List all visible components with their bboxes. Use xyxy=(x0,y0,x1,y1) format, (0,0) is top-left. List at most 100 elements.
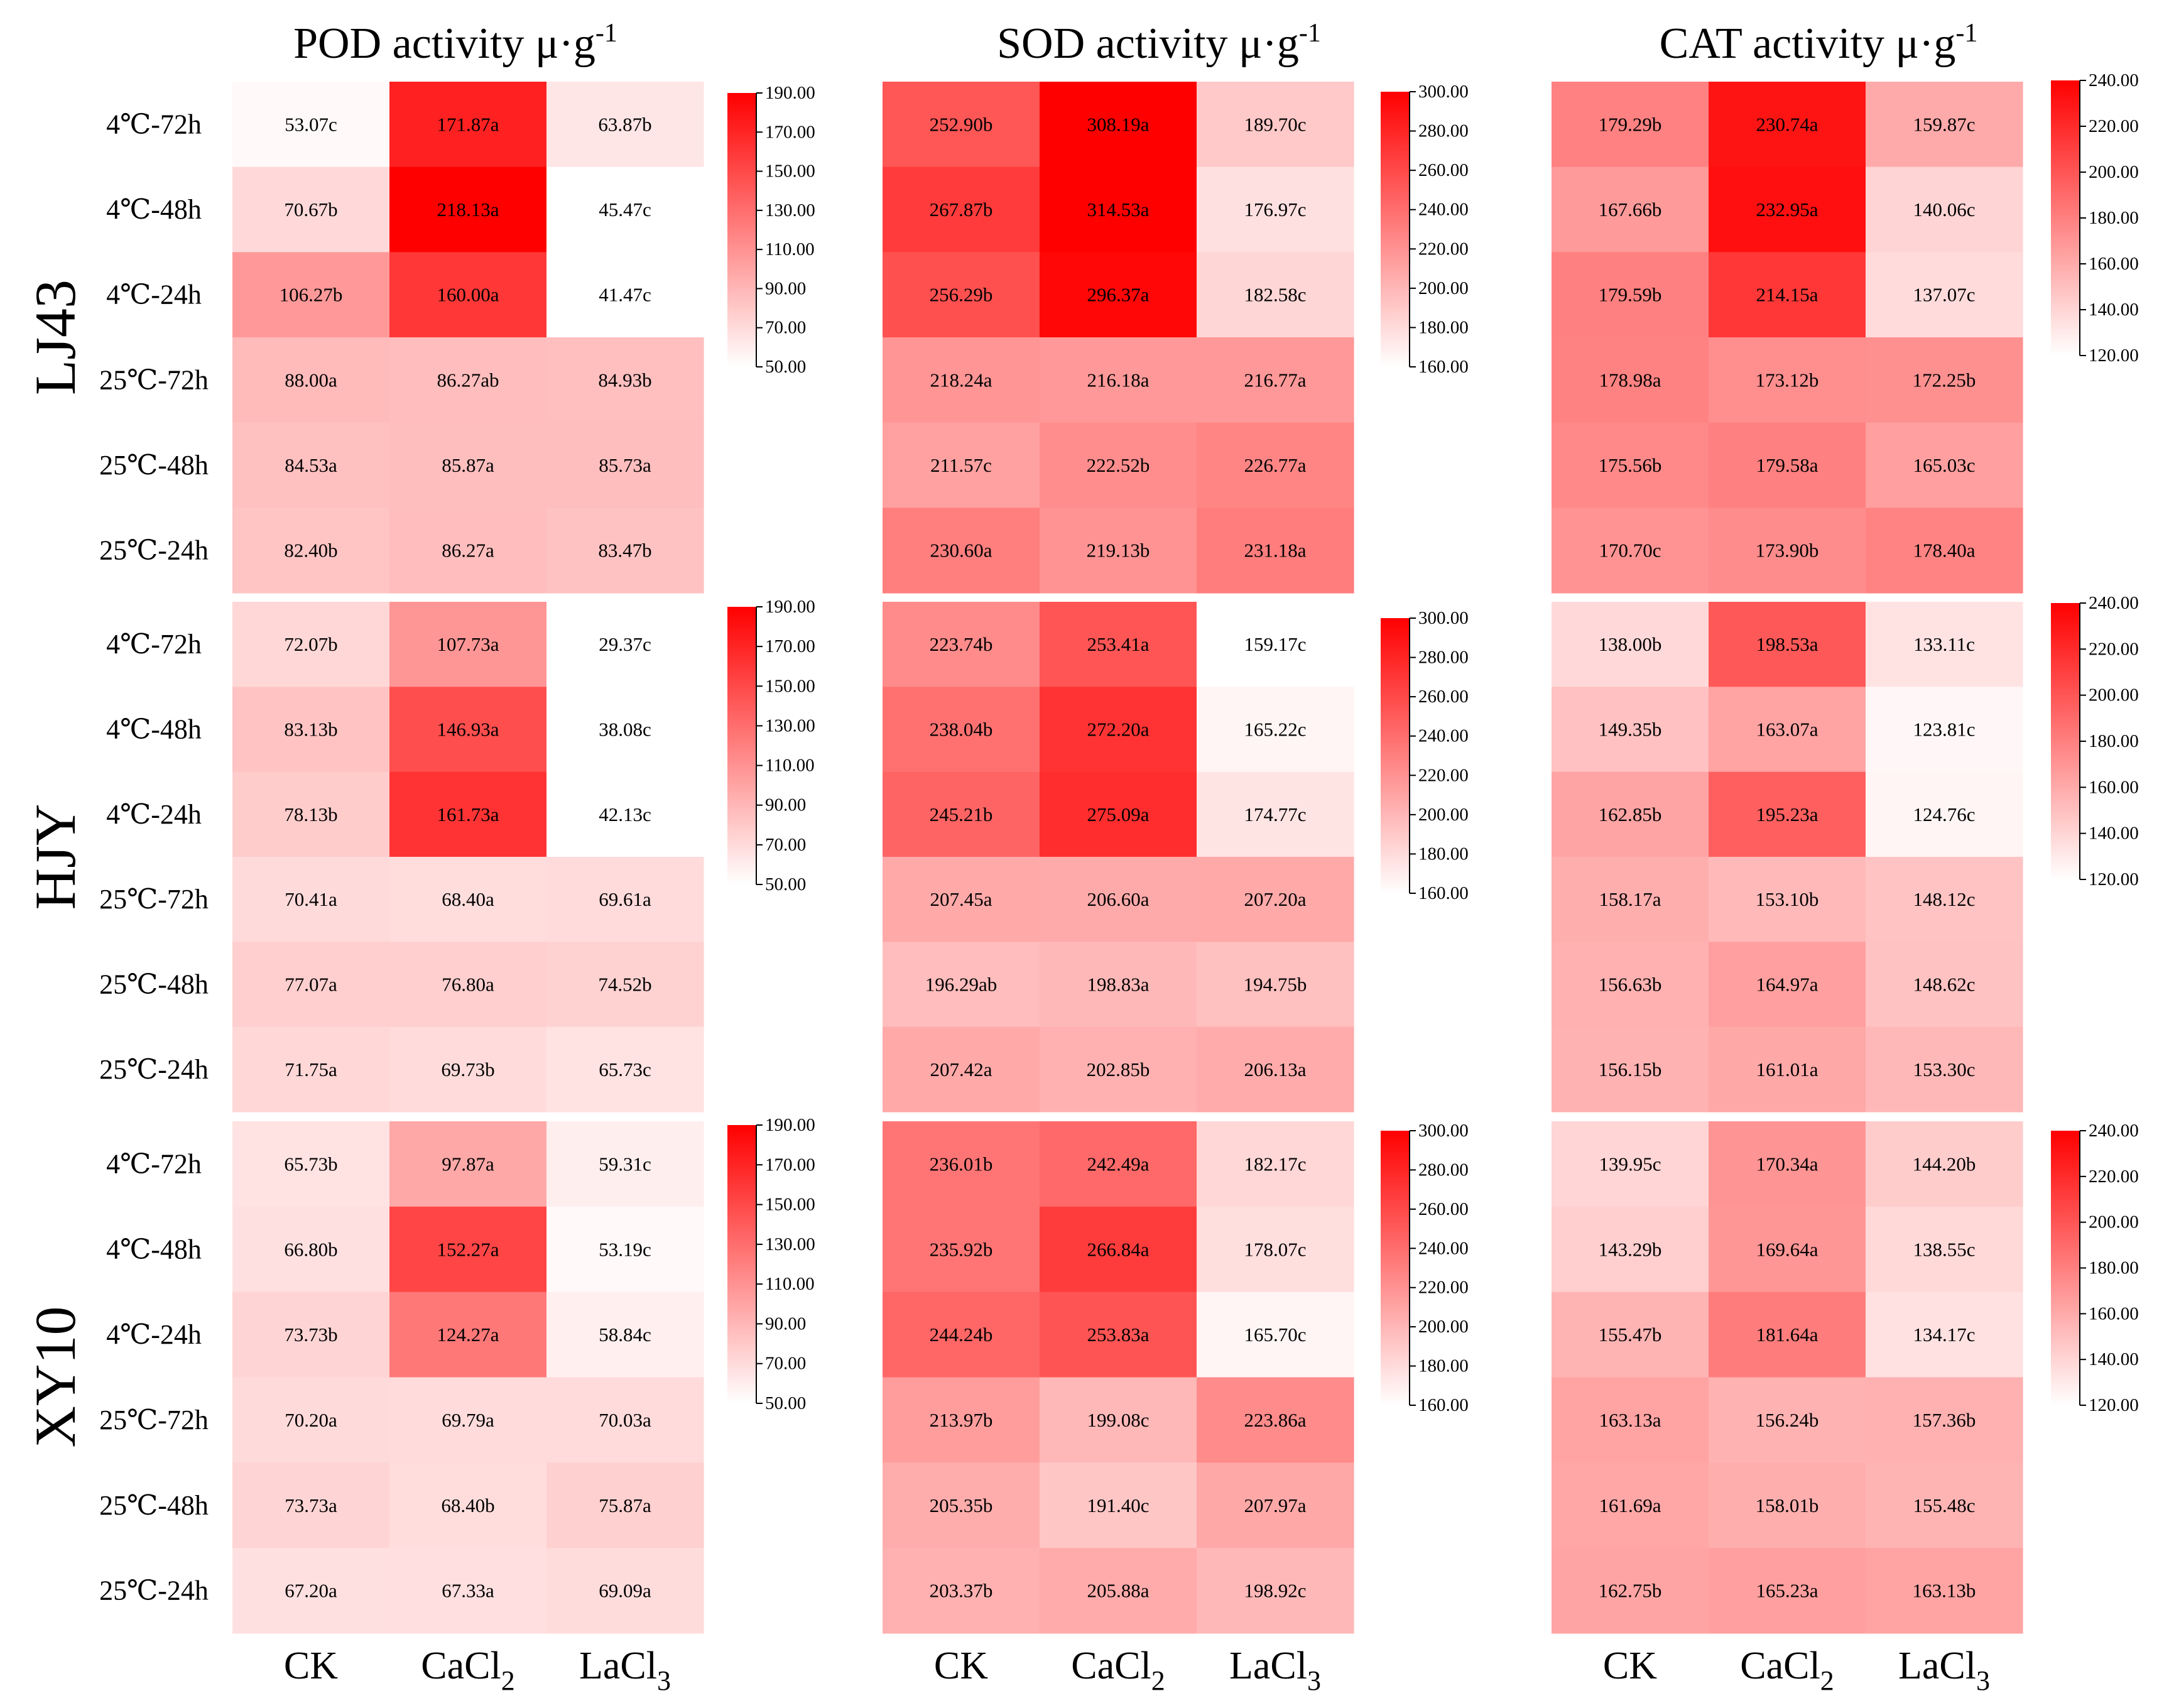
cell-value-sod-lj43-r2-c1: 296.37a xyxy=(1087,284,1149,306)
cell-value-cat-lj43-r0-c0: 179.29b xyxy=(1599,113,1662,135)
cell-value-pod-lj43-r4-c0: 84.53a xyxy=(285,454,337,476)
colorbar-tick-label-pod-lj43-4: 110.00 xyxy=(765,239,815,259)
colorbar-tick-label-pod-hjy-2: 150.00 xyxy=(765,676,815,696)
cell-value-pod-xy10-r2-c0: 73.73b xyxy=(284,1324,337,1346)
cell-value-pod-lj43-r2-c2: 41.47c xyxy=(599,284,651,306)
colorbar-tick-label-cat-lj43-4: 160.00 xyxy=(2089,254,2139,274)
heatmap-cell-sod-hjy-r0-c1 xyxy=(1040,602,1197,687)
cell-value-sod-lj43-r5-c2: 231.18a xyxy=(1244,540,1306,562)
heatmap-cell-cat-lj43-r3-c1 xyxy=(1709,337,1866,423)
cell-value-pod-hjy-r1-c0: 83.13b xyxy=(284,719,337,741)
group-label-xy10: XY10 xyxy=(23,1307,87,1448)
heatmap-cell-pod-hjy-r5-c1 xyxy=(389,1026,547,1112)
heatmap-cell-cat-xy10-r5-c2 xyxy=(1866,1548,2023,1634)
colorbar-tick-label-sod-xy10-6: 180.00 xyxy=(1418,1356,1469,1376)
cell-value-cat-xy10-r1-c2: 138.55c xyxy=(1913,1238,1975,1260)
cell-value-cat-xy10-r3-c1: 156.24b xyxy=(1756,1409,1819,1431)
group-label-lj43: LJ43 xyxy=(23,280,87,395)
cell-value-pod-xy10-r1-c1: 152.27a xyxy=(437,1238,499,1260)
heatmap-cell-cat-hjy-r2-c1 xyxy=(1709,771,1866,857)
cell-value-cat-lj43-r2-c2: 137.07c xyxy=(1913,284,1975,306)
cell-value-cat-xy10-r5-c1: 165.23a xyxy=(1756,1580,1818,1602)
heatmap-cell-pod-xy10-r2-c1 xyxy=(389,1292,547,1378)
cell-value-pod-hjy-r4-c0: 77.07a xyxy=(285,974,337,996)
cell-value-pod-xy10-r2-c2: 58.84c xyxy=(599,1324,651,1346)
cell-value-sod-hjy-r0-c0: 223.74b xyxy=(930,633,993,655)
heatmap-cell-sod-xy10-r3-c0 xyxy=(883,1377,1040,1463)
cell-value-cat-hjy-r1-c1: 163.07a xyxy=(1756,719,1818,741)
row-label-lj43-25c-72h: 25℃-72h xyxy=(99,364,209,395)
heatmap-cell-sod-lj43-r1-c1 xyxy=(1040,166,1197,253)
heatmap-cell-pod-lj43-r5-c0 xyxy=(232,508,390,594)
cell-value-sod-hjy-r4-c0: 196.29ab xyxy=(925,974,998,996)
heatmap-cell-sod-hjy-r5-c2 xyxy=(1197,1026,1354,1112)
colorbar-tick-label-cat-xy10-1: 220.00 xyxy=(2089,1167,2139,1187)
cell-value-sod-xy10-r4-c2: 207.97a xyxy=(1244,1494,1306,1516)
cell-value-cat-lj43-r5-c1: 173.90b xyxy=(1756,540,1819,562)
heatmap-cell-sod-lj43-r3-c2 xyxy=(1197,337,1354,423)
cell-value-pod-hjy-r1-c2: 38.08c xyxy=(599,719,651,741)
heatmap-cell-pod-hjy-r3-c2 xyxy=(546,857,704,942)
heatmap-cell-pod-xy10-r1-c1 xyxy=(389,1206,547,1293)
cell-value-pod-lj43-r2-c1: 160.00a xyxy=(437,284,499,306)
cell-value-cat-xy10-r4-c0: 161.69a xyxy=(1599,1494,1661,1516)
heatmap-cell-sod-xy10-r4-c1 xyxy=(1040,1462,1197,1548)
cell-value-pod-xy10-r4-c1: 68.40b xyxy=(441,1494,494,1516)
cell-value-sod-hjy-r4-c1: 198.83a xyxy=(1087,974,1149,996)
heatmap-cell-sod-hjy-r0-c2 xyxy=(1197,602,1354,687)
heatmap-cell-cat-lj43-r4-c0 xyxy=(1552,422,1709,508)
colorbar-tick-label-cat-hjy-5: 140.00 xyxy=(2089,824,2139,844)
panel-title-pod: POD activity μ·g-1 xyxy=(293,19,617,68)
heatmap-cell-sod-xy10-r4-c2 xyxy=(1197,1462,1354,1548)
heatmap-cell-sod-xy10-r2-c0 xyxy=(883,1292,1040,1378)
colorbar-tick-label-sod-xy10-2: 260.00 xyxy=(1418,1199,1469,1219)
heatmap-cell-cat-lj43-r2-c2 xyxy=(1866,252,2023,338)
heatmap-cell-pod-lj43-r3-c0 xyxy=(232,337,390,423)
cell-value-cat-hjy-r3-c0: 158.17a xyxy=(1599,888,1661,910)
heatmap-cell-cat-hjy-r1-c1 xyxy=(1709,687,1866,773)
cell-value-pod-lj43-r5-c2: 83.47b xyxy=(598,540,651,562)
heatmap-cell-sod-lj43-r5-c2 xyxy=(1197,508,1354,594)
cell-value-sod-lj43-r0-c2: 189.70c xyxy=(1244,113,1306,135)
cell-value-cat-lj43-r5-c2: 178.40a xyxy=(1913,540,1975,562)
cell-value-cat-xy10-r3-c0: 163.13a xyxy=(1599,1409,1661,1431)
cell-value-cat-hjy-r4-c2: 148.62c xyxy=(1913,974,1975,996)
heatmap-cell-pod-lj43-r4-c0 xyxy=(232,422,390,508)
heatmap-cell-cat-lj43-r4-c2 xyxy=(1866,422,2023,508)
cell-value-sod-hjy-r2-c1: 275.09a xyxy=(1087,803,1149,825)
cell-value-pod-lj43-r0-c1: 171.87a xyxy=(437,113,499,135)
heatmap-cell-pod-xy10-r0-c2 xyxy=(546,1121,704,1207)
colorbar-tick-label-cat-lj43-5: 140.00 xyxy=(2089,300,2139,320)
heatmap-cell-cat-hjy-r0-c1 xyxy=(1709,602,1866,687)
heatmap-cell-cat-lj43-r3-c2 xyxy=(1866,337,2023,423)
heatmap-cell-sod-hjy-r5-c1 xyxy=(1040,1026,1197,1112)
colorbar-tick-label-sod-xy10-0: 300.00 xyxy=(1418,1121,1469,1141)
cell-value-sod-lj43-r3-c0: 218.24a xyxy=(930,369,992,391)
colorbar-tick-label-sod-lj43-6: 180.00 xyxy=(1418,317,1469,337)
colorbar-cat-hjy xyxy=(2051,603,2080,879)
heatmap-cell-sod-lj43-r4-c1 xyxy=(1040,422,1197,508)
cell-value-sod-lj43-r2-c2: 182.58c xyxy=(1244,284,1306,306)
cell-value-cat-lj43-r2-c0: 179.59b xyxy=(1599,284,1662,306)
heatmap-cell-cat-xy10-r3-c1 xyxy=(1709,1377,1866,1463)
cell-value-sod-xy10-r1-c0: 235.92b xyxy=(930,1238,993,1260)
column-label-cat-ck: CK xyxy=(1603,1645,1657,1687)
cell-value-pod-lj43-r4-c1: 85.87a xyxy=(442,454,494,476)
cell-value-sod-xy10-r1-c2: 178.07c xyxy=(1244,1238,1306,1260)
heatmap-cell-sod-hjy-r4-c1 xyxy=(1040,942,1197,1028)
colorbar-tick-label-sod-xy10-4: 220.00 xyxy=(1418,1278,1469,1298)
cell-value-sod-lj43-r3-c2: 216.77a xyxy=(1244,369,1306,391)
cell-value-cat-hjy-r3-c2: 148.12c xyxy=(1913,888,1975,910)
cell-value-cat-hjy-r3-c1: 153.10b xyxy=(1756,888,1819,910)
cell-value-cat-xy10-r2-c0: 155.47b xyxy=(1599,1324,1662,1346)
colorbar-tick-label-sod-xy10-5: 200.00 xyxy=(1418,1317,1469,1337)
heatmap-cell-pod-lj43-r1-c2 xyxy=(546,166,704,253)
colorbar-tick-label-pod-hjy-7: 50.00 xyxy=(765,874,806,895)
cell-value-sod-xy10-r5-c2: 198.92c xyxy=(1244,1580,1306,1602)
colorbar-tick-label-pod-xy10-0: 190.00 xyxy=(765,1115,815,1135)
cell-value-sod-lj43-r4-c2: 226.77a xyxy=(1244,454,1306,476)
cell-value-sod-xy10-r5-c0: 203.37b xyxy=(930,1580,993,1602)
heatmap-cell-sod-hjy-r1-c2 xyxy=(1197,687,1354,773)
heatmap-cell-pod-lj43-r2-c1 xyxy=(389,252,547,338)
colorbar-tick-label-cat-hjy-1: 220.00 xyxy=(2089,639,2139,659)
